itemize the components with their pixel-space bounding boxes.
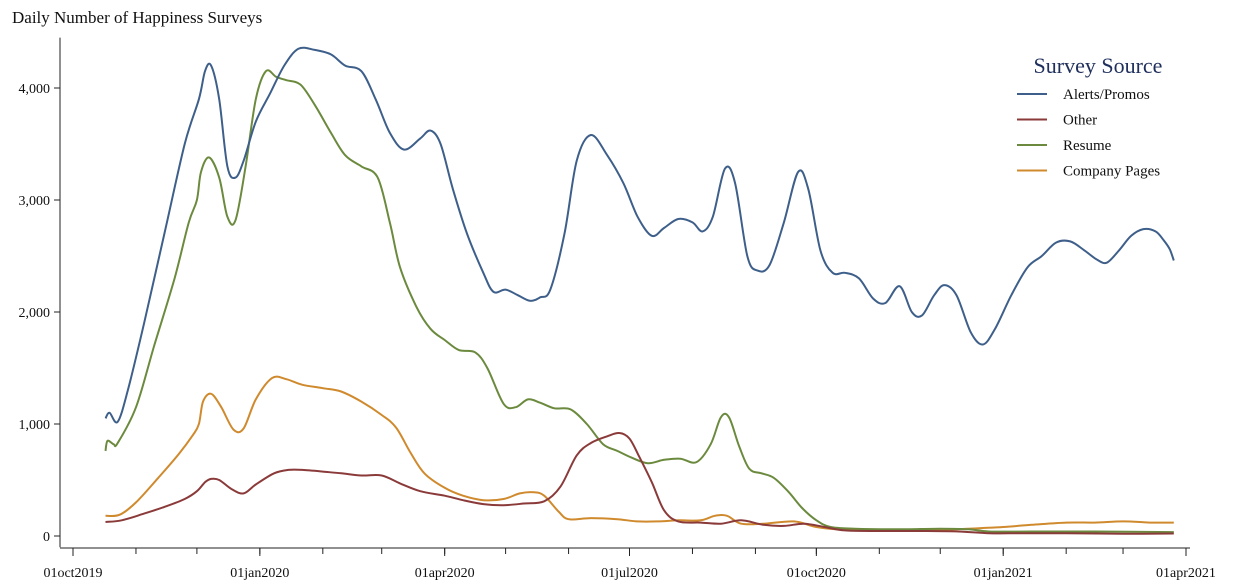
x-tick-label: 01apr2021: [1156, 566, 1216, 581]
series-line-other: [105, 431, 1174, 535]
y-tick-label: 1,000: [19, 418, 51, 433]
series-line-company-pages: [105, 375, 1174, 532]
series-line-alerts-promos: [104, 46, 1175, 424]
x-tick-label: 01jul2020: [601, 566, 658, 581]
y-axis: 0 1,000 2,000 3,000 4,000: [19, 37, 61, 548]
x-tick-label: 01apr2020: [415, 566, 475, 581]
y-tick-label: 0: [43, 530, 50, 545]
legend-label-company-pages: Company Pages: [1063, 164, 1160, 180]
legend-label-resume: Resume: [1063, 138, 1112, 154]
legend-label-other: Other: [1063, 113, 1097, 129]
series-line-resume: [104, 69, 1174, 534]
y-tick-label: 3,000: [19, 194, 51, 209]
x-tick-label: 01oct2020: [787, 566, 846, 581]
x-tick-label: 01oct2019: [43, 566, 102, 581]
chart-title: Daily Number of Happiness Surveys: [12, 8, 263, 27]
legend-label-alerts-promos: Alerts/Promos: [1063, 87, 1150, 103]
x-axis: 01oct2019 01jan2020 01apr2020 01jul2020 01oc…: [43, 547, 1216, 581]
legend: Survey Source Alerts/Promos Other Resume Com…: [1017, 53, 1162, 180]
x-tick-label: 01jan2021: [974, 566, 1033, 581]
y-tick-label: 4,000: [19, 82, 51, 97]
y-tick-label: 2,000: [19, 306, 51, 321]
series-lines: [104, 46, 1175, 535]
legend-title: Survey Source: [1034, 53, 1163, 78]
x-tick-label: 01jan2020: [230, 566, 289, 581]
